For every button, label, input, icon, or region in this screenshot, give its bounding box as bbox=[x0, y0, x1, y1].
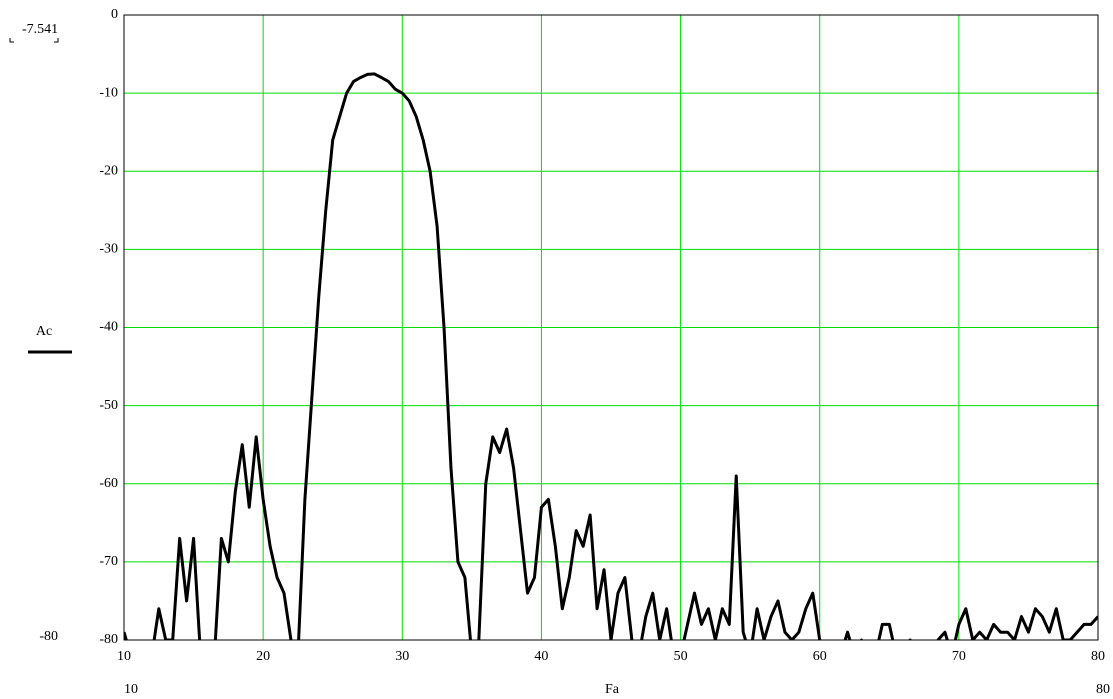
y-tick-label: -50 bbox=[99, 398, 118, 413]
x-tick-label: 10 bbox=[117, 649, 131, 664]
x-tick-label: 30 bbox=[395, 649, 409, 664]
y-axis-label: Ac bbox=[36, 324, 52, 339]
y-max-label: -7.541 bbox=[22, 22, 58, 37]
y-tick-label: -70 bbox=[99, 554, 118, 569]
x-tick-label: 20 bbox=[256, 649, 270, 664]
x-tick-label: 40 bbox=[534, 649, 548, 664]
y-tick-label: -30 bbox=[99, 242, 118, 257]
y-tick-label: 0 bbox=[111, 7, 118, 22]
y-tick-label: -80 bbox=[99, 632, 118, 647]
x-axis-label: Fa bbox=[605, 682, 620, 697]
x-max-label: 80 bbox=[1096, 682, 1110, 697]
x-tick-label: 70 bbox=[952, 649, 966, 664]
data-line bbox=[124, 72, 1098, 640]
bracket bbox=[9, 38, 59, 43]
x-tick-label: 50 bbox=[674, 649, 688, 664]
x-min-label: 10 bbox=[124, 682, 138, 697]
y-min-label: -80 bbox=[39, 629, 58, 644]
y-tick-label: -60 bbox=[99, 476, 118, 491]
y-tick-label: -20 bbox=[99, 163, 118, 178]
x-tick-label: 60 bbox=[813, 649, 827, 664]
y-tick-label: -40 bbox=[99, 320, 118, 335]
y-tick-label: -10 bbox=[99, 85, 118, 100]
x-tick-label: 80 bbox=[1091, 649, 1105, 664]
plot-area bbox=[124, 72, 1098, 640]
